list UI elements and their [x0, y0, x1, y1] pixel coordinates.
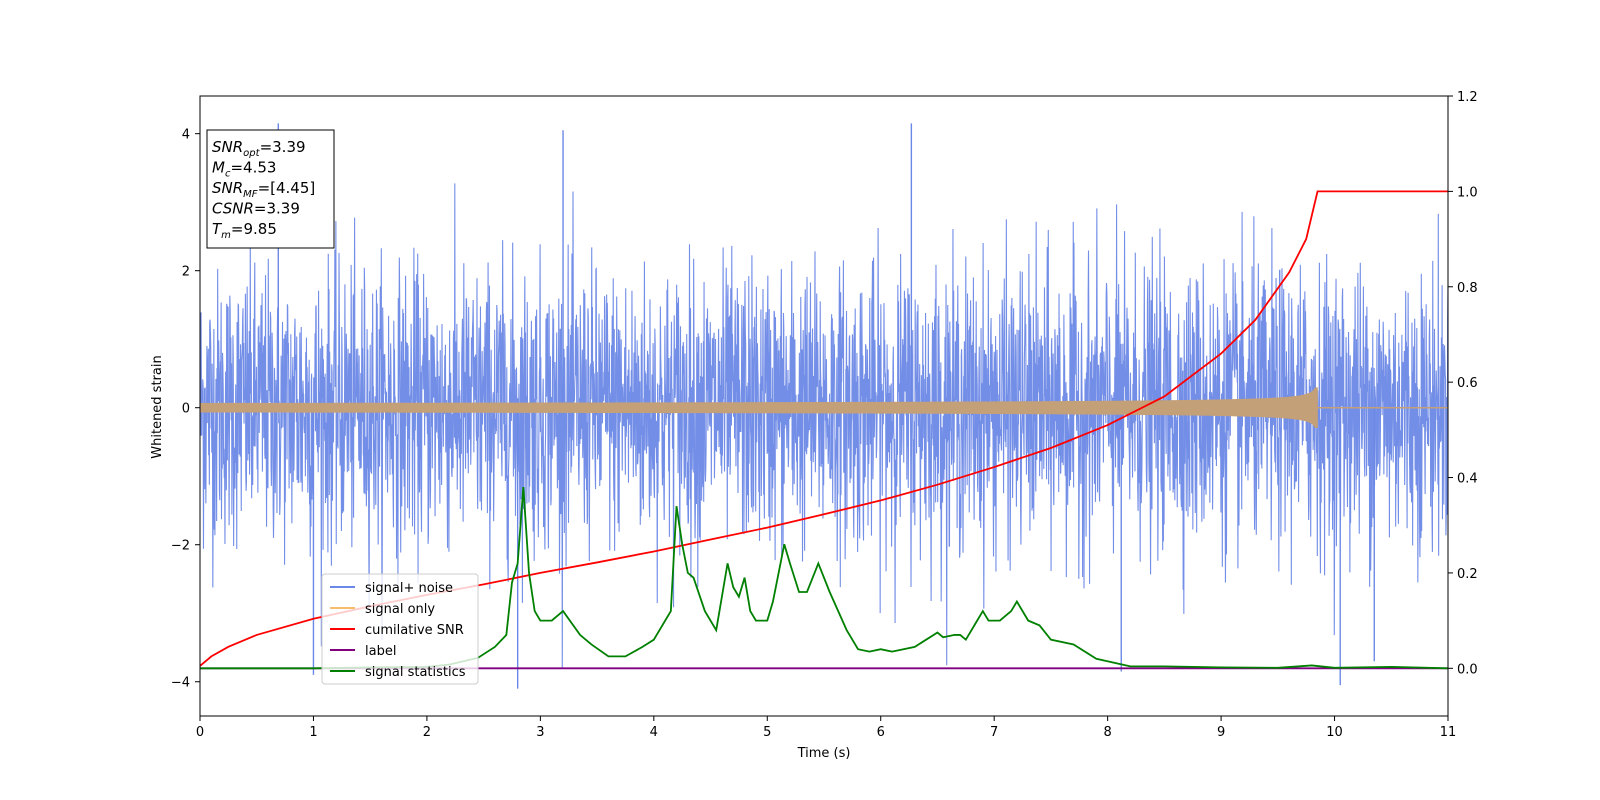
x-axis-label: Time (s) — [797, 746, 851, 761]
info-line: SNRopt=3.39 — [212, 138, 306, 159]
y-tick-label: −2 — [171, 539, 190, 554]
legend-label-signal-only: signal only — [365, 602, 435, 617]
y2-tick-label: 1.0 — [1457, 185, 1478, 200]
x-tick-label: 11 — [1440, 725, 1457, 740]
x-tick-label: 2 — [423, 725, 431, 740]
y-axis-label: Whitened strain — [150, 355, 165, 458]
series-signal-noise — [200, 123, 1448, 689]
y2-tick-label: 0.6 — [1457, 376, 1478, 391]
legend-label-signal-statistics: signal statistics — [365, 665, 466, 680]
y-tick-label: 0 — [182, 402, 190, 417]
info-line: CSNR=3.39 — [212, 200, 300, 218]
x-tick-label: 8 — [1103, 725, 1111, 740]
info-line: Tm=9.85 — [212, 220, 277, 241]
x-tick-label: 1 — [309, 725, 317, 740]
y2-tick-label: 1.2 — [1457, 90, 1478, 105]
plot-frame — [199, 95, 1449, 717]
legend: signal+ noise signal only cumilative SNR la… — [321, 573, 479, 685]
series-signal-only — [200, 387, 1448, 429]
x-tick-label: 10 — [1326, 725, 1343, 740]
y2-tick-label: 0.0 — [1457, 662, 1478, 677]
info-line: Mc=4.53 — [212, 159, 276, 180]
legend-label-cumilative-snr: cumilative SNR — [365, 623, 464, 638]
y-tick-label: 4 — [182, 128, 190, 143]
y-tick-label: 2 — [182, 265, 190, 280]
info-line: SNRMF=[4.45] — [212, 179, 315, 200]
legend-label-signal-noise: signal+ noise — [365, 581, 453, 596]
x-tick-label: 3 — [536, 725, 544, 740]
x-tick-label: 9 — [1217, 725, 1225, 740]
series-signal-statistics — [200, 487, 1448, 670]
x-tick-label: 7 — [990, 725, 998, 740]
x-tick-label: 6 — [877, 725, 885, 740]
x-tick-label: 4 — [650, 725, 658, 740]
legend-label-label: label — [365, 644, 396, 659]
y2-tick-label: 0.2 — [1457, 567, 1478, 582]
y-tick-label: −4 — [171, 676, 190, 691]
x-tick-label: 0 — [196, 725, 204, 740]
y2-tick-label: 0.4 — [1457, 472, 1478, 487]
x-tick-label: 5 — [763, 725, 771, 740]
y2-tick-label: 0.8 — [1457, 281, 1478, 296]
